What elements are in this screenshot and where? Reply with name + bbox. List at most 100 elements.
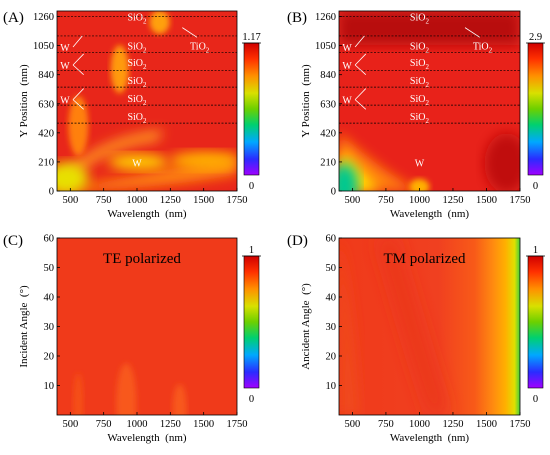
- y-tick-label: 10: [326, 381, 337, 392]
- y-tick-label: 1260: [315, 12, 336, 23]
- colorbar-max-label: 2.9: [529, 32, 542, 43]
- pointer-arrow: [354, 64, 367, 75]
- colorbar: 10: [242, 245, 261, 405]
- y-tick-label: 210: [320, 157, 336, 168]
- x-tick-label: 1500: [476, 419, 497, 430]
- y-tick-label: 1260: [33, 12, 54, 23]
- layer-label-subscript: 2: [143, 18, 147, 26]
- x-axis-title: Wavelength (nm): [390, 432, 469, 444]
- y-tick-label: 60: [326, 234, 337, 245]
- panel-label: (C): [3, 233, 23, 249]
- panel-label: (D): [287, 233, 308, 249]
- layer-label-subscript: 2: [143, 99, 147, 107]
- cool-band: [339, 238, 361, 415]
- layer-label: SiO2: [127, 42, 147, 55]
- hot-spot: [116, 363, 137, 415]
- x-tick-label: 750: [378, 419, 394, 430]
- y-tick-label: 20: [44, 352, 55, 363]
- x-tick-label: 500: [345, 195, 361, 206]
- y-tick-label: 1050: [315, 41, 336, 52]
- heatmap-field: [57, 238, 237, 415]
- layer-label: SiO2: [410, 58, 430, 71]
- colorbar-gradient: [243, 255, 260, 389]
- y-tick-label: 420: [38, 128, 54, 139]
- x-tick-label: 1750: [510, 419, 531, 430]
- pointer-arrow: [354, 53, 367, 66]
- hot-spot: [409, 178, 430, 191]
- layer-label-subscript: 2: [143, 117, 147, 125]
- layer-label: SiO2: [127, 58, 147, 71]
- y-axis-title: Y Position (nm): [300, 64, 312, 138]
- x-tick-label: 1500: [193, 195, 214, 206]
- layer-label: SiO2: [410, 42, 430, 55]
- heatmap-background: [57, 238, 237, 415]
- layer-label: W: [342, 61, 352, 72]
- layer-label: SiO2: [410, 94, 430, 107]
- hot-spot: [110, 45, 129, 94]
- y-tick-label: 630: [320, 99, 336, 110]
- layer-label: W: [415, 159, 425, 170]
- x-tick-label: 1750: [227, 195, 248, 206]
- colorbar-max-label: 1: [249, 245, 254, 256]
- layer-label: W: [342, 96, 352, 107]
- layer-label-subscript: 2: [425, 99, 429, 107]
- pointer-arrow: [72, 53, 84, 66]
- layer-label: W: [60, 96, 70, 107]
- heatmap-field: [57, 11, 237, 191]
- y-tick-label: 210: [38, 157, 54, 168]
- layer-label-subscript: 2: [425, 63, 429, 71]
- y-tick-label: 30: [44, 322, 55, 333]
- y-tick-label: 420: [320, 128, 336, 139]
- hot-spot: [149, 11, 170, 35]
- layer-label-subscript: 2: [143, 63, 147, 71]
- colorbar-min-label: 0: [249, 181, 254, 192]
- pointer-arrow: [354, 35, 365, 48]
- y-tick-label: 840: [38, 70, 54, 81]
- x-axis-title: Wavelength (nm): [107, 208, 186, 220]
- layer-label: W: [60, 43, 70, 54]
- y-tick-label: 0: [49, 187, 54, 198]
- hot-band: [57, 155, 237, 191]
- layer-label-subscript: 2: [489, 47, 493, 55]
- colorbar: 10: [526, 245, 545, 405]
- colorbar-gradient: [527, 255, 544, 389]
- heatmap-field: [339, 11, 520, 191]
- x-axis-title: Wavelength (nm): [107, 432, 186, 444]
- plot-frame: [338, 10, 521, 192]
- pointer-arrow: [72, 99, 84, 110]
- hot-spot: [169, 151, 237, 170]
- y-tick-label: 30: [326, 322, 337, 333]
- layer-label: TiO2: [190, 42, 210, 55]
- x-tick-label: 750: [96, 195, 112, 206]
- cool-band: [379, 238, 447, 415]
- y-tick-label: 40: [326, 293, 337, 304]
- layer-label-subscript: 2: [425, 47, 429, 55]
- hot-spot: [339, 163, 359, 191]
- x-tick-label: 1500: [193, 419, 214, 430]
- layer-label: TiO2: [473, 42, 493, 55]
- x-tick-label: 500: [62, 419, 78, 430]
- layer-label: SiO2: [410, 76, 430, 89]
- layer-label: SiO2: [127, 112, 147, 125]
- hot-spot: [108, 153, 169, 170]
- x-tick-label: 1750: [510, 195, 531, 206]
- x-tick-label: 1000: [127, 419, 148, 430]
- pointer-arrow: [72, 88, 84, 100]
- colorbar-min-label: 0: [533, 394, 538, 405]
- y-axis-title: Ancident Angle (°): [300, 283, 312, 370]
- pointer-arrow: [72, 64, 84, 75]
- x-tick-label: 750: [96, 419, 112, 430]
- colorbar-gradient: [243, 42, 260, 176]
- pointer-arrow: [354, 99, 367, 110]
- x-axis-title: Wavelength (nm): [390, 208, 469, 220]
- layer-label-subscript: 2: [425, 18, 429, 26]
- colorbar-gradient: [527, 42, 544, 176]
- panel-label: (A): [3, 10, 24, 26]
- y-tick-label: 60: [44, 234, 55, 245]
- x-tick-label: 1250: [442, 195, 463, 206]
- hot-spot: [68, 95, 89, 156]
- x-tick-label: 750: [378, 195, 394, 206]
- x-tick-label: 1250: [160, 419, 181, 430]
